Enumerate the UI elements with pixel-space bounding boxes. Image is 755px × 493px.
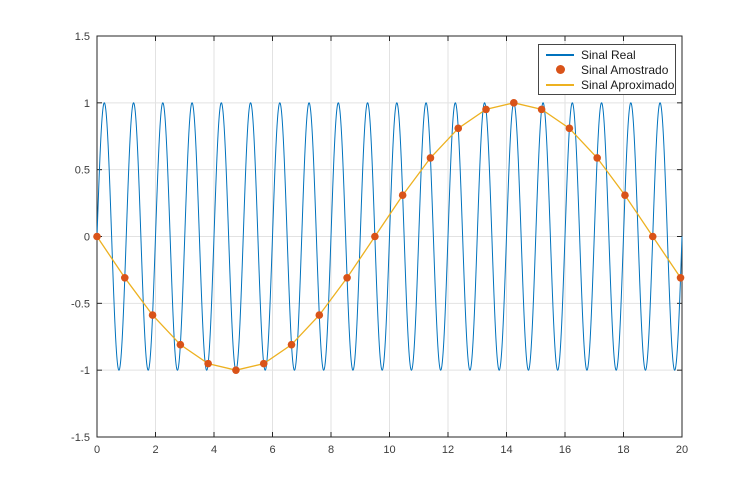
x-tick-label: 16	[559, 444, 571, 456]
legend-label-sinal-real: Sinal Real	[581, 47, 636, 62]
sample-marker	[204, 359, 212, 368]
x-tick-label: 12	[442, 444, 454, 456]
legend-swatch	[539, 53, 581, 56]
y-tick-label: 0	[84, 232, 90, 244]
sample-marker	[565, 124, 574, 133]
x-tick-label: 20	[676, 444, 688, 456]
sample-marker	[482, 105, 490, 114]
sample-marker	[120, 274, 129, 282]
legend-swatch	[539, 83, 581, 86]
sample-marker	[371, 232, 379, 241]
x-tick-label: 6	[269, 444, 275, 456]
x-tick-label: 2	[152, 444, 158, 456]
legend-marker-amostrado	[555, 65, 565, 74]
legend-label-sinal-amostrado: Sinal Amostrado	[581, 62, 669, 77]
legend-line-aproximado	[546, 83, 574, 86]
x-tick-label: 18	[617, 444, 629, 456]
sample-marker	[315, 311, 324, 319]
legend[interactable]: Sinal Real Sinal Amostrado Sinal Aproxim…	[538, 44, 676, 95]
sample-marker	[232, 366, 240, 374]
legend-item-sinal-amostrado: Sinal Amostrado	[539, 62, 675, 77]
sample-marker	[676, 274, 685, 282]
series-sinal-real	[96, 102, 683, 371]
x-tick-label: 0	[94, 444, 100, 456]
x-tick-label: 14	[500, 444, 512, 456]
sample-marker	[621, 191, 629, 199]
sample-marker	[648, 232, 657, 241]
x-tick-label: 8	[328, 444, 334, 456]
y-tick-label: 1.5	[75, 31, 90, 43]
legend-swatch	[539, 65, 581, 74]
legend-label-sinal-aproximado: Sinal Aproximado	[581, 77, 675, 92]
sample-marker	[537, 105, 546, 114]
y-tick-label: -1	[80, 365, 90, 377]
legend-item-sinal-aproximado: Sinal Aproximado	[539, 77, 675, 92]
y-tick-label: -0.5	[71, 298, 90, 310]
sample-marker	[454, 124, 463, 133]
sample-marker	[343, 274, 351, 282]
sample-marker	[426, 154, 435, 162]
y-tick-label: -1.5	[71, 432, 90, 444]
sample-marker	[259, 359, 268, 368]
y-tick-label: 0.5	[75, 165, 90, 177]
sample-marker	[93, 232, 101, 241]
series-sinal-aproximado	[96, 102, 682, 371]
x-tick-label: 10	[383, 444, 395, 456]
legend-line-real	[546, 53, 574, 56]
x-tick-label: 4	[211, 444, 217, 456]
sample-marker	[176, 340, 185, 349]
sample-marker	[287, 340, 296, 349]
sample-marker	[398, 191, 407, 199]
y-tick-label: 1	[84, 98, 90, 110]
sample-marker	[593, 154, 601, 162]
sample-marker	[148, 311, 157, 319]
legend-item-sinal-real: Sinal Real	[539, 47, 675, 62]
sample-marker	[510, 99, 518, 107]
